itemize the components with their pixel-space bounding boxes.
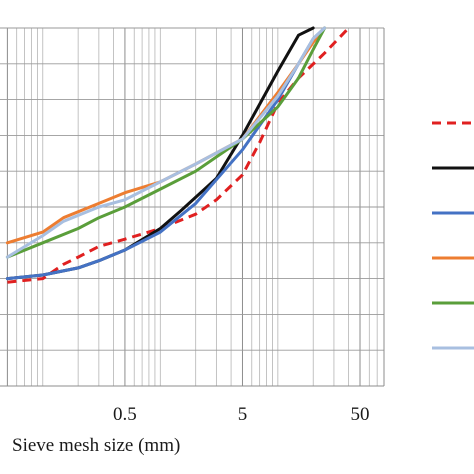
plot-axes [0,28,385,387]
series-line-3 [5,26,327,281]
grid-lines [0,27,385,387]
x-axis-title: Sieve mesh size (mm) [12,435,180,456]
series-line-6 [5,26,327,259]
legend [432,121,474,350]
x-tick-label: 50 [351,404,370,425]
x-tick-label: 5 [238,404,248,425]
x-tick-label: 0.5 [113,404,137,425]
x-tick-labels: 0.5 5 50 [113,404,369,425]
series-lines [5,26,350,284]
series-line-5 [5,26,327,259]
